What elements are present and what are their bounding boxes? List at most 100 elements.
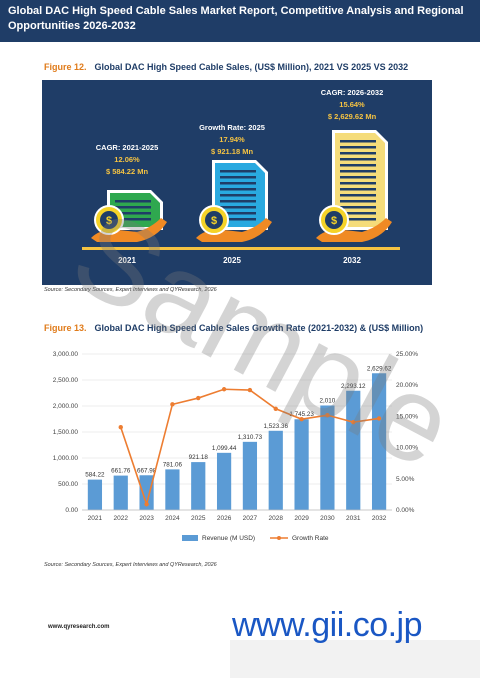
revenue-bar	[371, 373, 387, 510]
milestone-2032: $ CAGR: 2026-2032 15.64% $ 2,629.62 Mn 2032	[316, 88, 392, 265]
brand-logo-text: www.gii.co.jp	[232, 606, 423, 644]
bar-data-label: 1,310.73	[238, 434, 263, 441]
revenue-bar	[165, 469, 180, 510]
figure13-source: Source: Secondary Sources, Expert Interv…	[44, 562, 217, 568]
report-title: Global DAC High Speed Cable Sales Market…	[8, 5, 464, 32]
revenue-bar	[191, 462, 206, 510]
milestone-rate: 15.64%	[339, 100, 365, 109]
milestone-2021: $ CAGR: 2021-2025 12.06% $ 584.22 Mn 2021	[91, 143, 167, 265]
legend-growth-marker	[277, 536, 281, 540]
milestone-value: $ 921.18 Mn	[211, 147, 254, 156]
y-right-tick-label: 20.00%	[396, 382, 418, 389]
y-left-tick-label: 1,000.00	[53, 455, 79, 462]
milestone-caption: Growth Rate: 2025	[199, 123, 265, 132]
growth-rate-point	[376, 416, 382, 421]
document-line	[340, 158, 376, 161]
y-left-tick-label: 3,000.00	[53, 351, 79, 358]
document-line	[220, 170, 256, 173]
x-tick-label: 2026	[217, 515, 232, 522]
growth-rate-point	[351, 419, 356, 425]
growth-rate-point	[247, 387, 253, 393]
bar-data-label: 921.18	[189, 454, 209, 461]
revenue-bar	[139, 475, 154, 510]
x-tick-label: 2025	[191, 515, 206, 522]
document-line	[220, 194, 256, 197]
bar-data-label: 584.22	[85, 472, 105, 479]
x-tick-label: 2021	[88, 515, 103, 522]
legend-growth-label: Growth Rate	[292, 535, 329, 542]
legend-revenue-label: Revenue (M USD)	[202, 535, 255, 542]
figure12-heading: Figure 12. Global DAC High Speed Cable Sa…	[44, 62, 408, 72]
document-line	[220, 182, 256, 185]
document-line	[340, 140, 376, 143]
revenue-bar	[87, 479, 103, 510]
y-right-tick-label: 5.00%	[396, 476, 415, 483]
document-line	[115, 212, 151, 215]
growth-rate-point	[118, 424, 123, 430]
document-line	[115, 206, 151, 209]
bar-data-label: 661.76	[111, 468, 131, 475]
milestone-year: 2025	[223, 256, 241, 265]
y-left-tick-label: 1,500.00	[53, 429, 79, 436]
dollar-sign-icon: $	[106, 215, 112, 227]
growth-rate-point	[170, 402, 175, 407]
y-left-tick-label: 0.00	[65, 507, 78, 514]
revenue-bar	[216, 452, 232, 510]
report-header: Global DAC High Speed Cable Sales Market…	[0, 0, 480, 42]
footer-bar	[230, 640, 480, 678]
bar-data-label: 667.98	[137, 467, 157, 474]
revenue-bar	[294, 419, 309, 510]
bar-data-label: 2,293.12	[341, 383, 366, 390]
y-right-tick-label: 15.00%	[396, 413, 418, 420]
hand-icon	[316, 218, 392, 242]
dollar-sign-icon: $	[331, 215, 337, 227]
document-line	[220, 188, 256, 191]
document-line	[220, 176, 256, 179]
bar-data-label: 781.06	[163, 461, 183, 468]
milestone-rate: 17.94%	[219, 135, 245, 144]
hand-icon	[196, 218, 272, 242]
document-line	[220, 200, 256, 203]
document-line	[220, 218, 256, 221]
x-tick-label: 2030	[320, 515, 335, 522]
combo-chart: 0.00 500.00 1,000.00 1,500.00 2,000.00 2,500.…	[53, 351, 419, 542]
document-line	[340, 200, 376, 203]
growth-rate-point	[325, 412, 330, 418]
x-tick-label: 2024	[165, 515, 180, 522]
figure13-number: Figure 13.	[44, 323, 87, 333]
coin-inner	[205, 211, 223, 229]
document-line	[115, 200, 151, 203]
x-tick-label: 2022	[114, 515, 129, 522]
x-tick-label: 2029	[294, 515, 309, 522]
bar-data-label: 2,629.62	[367, 365, 392, 372]
x-tick-label: 2023	[139, 515, 154, 522]
coin-inner	[100, 211, 118, 229]
figure12-source: Source: Secondary Sources, Expert Interv…	[44, 287, 217, 293]
x-tick-label: 2027	[243, 515, 258, 522]
milestone-caption: CAGR: 2026-2032	[321, 88, 384, 97]
milestone-2025: $ Growth Rate: 2025 17.94% $ 921.18 Mn 2025	[196, 123, 272, 265]
document-line	[340, 206, 376, 209]
milestone-rate: 12.06%	[114, 155, 140, 164]
y-left-tick-label: 500.00	[58, 481, 78, 488]
milestone-value: $ 584.22 Mn	[106, 167, 149, 176]
revenue-bar	[320, 405, 335, 510]
growth-rate-point	[196, 395, 201, 401]
document-line	[220, 212, 256, 215]
y-left-tick-label: 2,000.00	[53, 403, 79, 410]
growth-rate-point	[273, 406, 278, 411]
document-line	[220, 206, 256, 209]
y-left-tick-label: 2,500.00	[53, 377, 79, 384]
y-right-tick-label: 10.00%	[396, 445, 418, 452]
x-tick-label: 2032	[372, 515, 387, 522]
revenue-bar	[346, 390, 361, 510]
document-line	[340, 152, 376, 155]
timeline-bar	[82, 247, 400, 250]
bar-data-label: 1,745.23	[289, 411, 314, 418]
document-line	[340, 212, 376, 215]
bar-data-label: 2,010	[320, 397, 336, 404]
footer-url[interactable]: www.qyresearch.com	[48, 624, 110, 630]
y-right-tick-label: 0.00%	[396, 507, 415, 514]
x-tick-label: 2031	[346, 515, 361, 522]
dollar-sign-icon: $	[211, 215, 217, 227]
